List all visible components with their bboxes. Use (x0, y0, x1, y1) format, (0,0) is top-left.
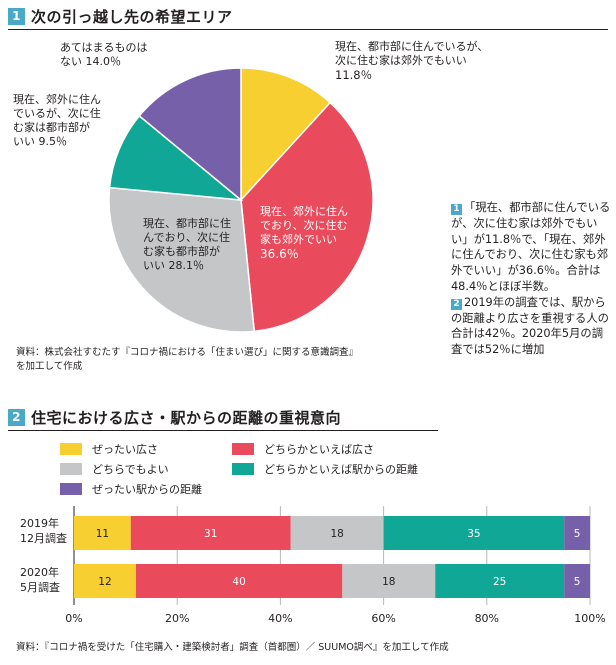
pie-label-line: でおり、次に住む (260, 219, 348, 232)
section1-rule (8, 29, 608, 30)
pie-label-line: 現在、都市部に住 (143, 217, 231, 230)
pie-label-urban-to-suburb: 現在、都市部に住んでいるが、 次に住む家は郊外でもいい 11.8％ (335, 40, 488, 82)
bar-segment (290, 516, 384, 550)
section2-title: 2 住宅における広さ・駅からの距離の重視意向 (8, 407, 341, 428)
bar-value-label: 31 (204, 528, 217, 540)
x-tick-label: 20% (165, 612, 189, 625)
pie-value: 28.1％ (168, 259, 205, 272)
x-tick-label: 60% (371, 612, 395, 625)
section1-title: 1 次の引っ越し先の希望エリア (8, 6, 233, 27)
pie-slice (240, 101, 374, 333)
section2-rule (8, 430, 438, 431)
pie-value-line: いい 28.1％ (143, 259, 231, 273)
bar-value-label: 25 (493, 576, 506, 588)
bar-category-2020: 2020年 5月調査 (20, 565, 60, 595)
legend-label: ぜったい駅からの距離 (92, 483, 202, 496)
category-label-line: 2019年 (20, 517, 59, 530)
legend-swatch (60, 463, 82, 475)
bar-value-label: 40 (232, 576, 245, 588)
bar-segment (383, 516, 565, 550)
pie-label-line: 現在、郊外に住ん (13, 93, 101, 106)
bar-value-label: 5 (574, 576, 581, 588)
legend-label: どちらかといえば広さ (264, 443, 374, 456)
pie-label-line: む家は都市部が (13, 121, 90, 134)
category-label-line: 12月調査 (20, 532, 67, 545)
side-note: 1 「現在、都市部に住んでいるが、次に住む家は郊外でもいい」が11.8％で、「現在… (451, 200, 611, 358)
pie-slice (108, 186, 256, 333)
legend-swatch (232, 443, 254, 455)
pie-label-line: 次に住む家は郊外でもいい (335, 54, 467, 67)
pie-value: 11.8％ (335, 68, 373, 82)
bar-segment (135, 564, 343, 598)
note-badge-2: 2 (451, 298, 462, 310)
pie-label-prefix: ない (60, 55, 82, 68)
source-line: を加工して作成 (16, 361, 83, 372)
bar-segment (564, 516, 590, 550)
legend-swatch (60, 483, 82, 495)
legend-swatch (232, 463, 254, 475)
bar-segment (74, 516, 131, 550)
source-line: 資料：株式会社すむたす『コロナ禍における「住まい選び」に関する意識調査』 (16, 347, 359, 358)
legend-label: どちらかといえば駅からの距離 (264, 463, 418, 476)
bar-category-2019: 2019年 12月調査 (20, 516, 67, 546)
bar-value-label: 18 (382, 576, 395, 588)
pie-label-none: あてはまるものは ない 14.0％ (60, 41, 148, 69)
pie-label-prefix: いい (143, 259, 165, 272)
bar-value-label: 12 (98, 576, 111, 588)
bar-segment (435, 564, 565, 598)
pie-label-line: 現在、都市部に住んでいるが、 (335, 40, 489, 53)
section1-title-text: 次の引っ越し先の希望エリア (31, 8, 233, 26)
pie-slice (108, 114, 244, 201)
note-badge-1: 1 (451, 204, 462, 215)
pie-label-line: 家も郊外でいい (260, 233, 337, 246)
note-paragraph-2: 2019年の調査では、駅からの距離より広さを重視する人の合計は42％。2020年… (451, 295, 609, 357)
legend-label: ぜったい広さ (92, 443, 158, 456)
pie-label-suburb-to-urban: 現在、郊外に住ん でいるが、次に住 む家は都市部が いい 9.5％ (13, 93, 101, 149)
legend-item: どちらかといえば駅からの距離 (232, 461, 418, 477)
section2-source: 資料：『コロナ禍を受けた「住宅購入・建築検討者」調査（首都圏）／ SUUMO調べ… (16, 642, 449, 653)
pie-value-line: ない 14.0％ (60, 55, 148, 69)
pie-label-line: あてはまるものは (60, 41, 148, 54)
bar-value-label: 11 (96, 528, 109, 540)
legend-label: どちらでもよい (92, 463, 169, 476)
pie-value: 14.0％ (85, 55, 122, 68)
bar-value-label: 35 (467, 528, 480, 540)
pie-label-urban-to-urban: 現在、都市部に住 んでおり、次に住 む家も都市部が いい 28.1％ (143, 217, 231, 273)
section2-title-text: 住宅における広さ・駅からの距離の重視意向 (31, 409, 342, 427)
pie-label-line: んでおり、次に住 (143, 231, 231, 244)
bar-segment (74, 564, 136, 598)
section2-number-badge: 2 (8, 409, 25, 426)
legend-item: ぜったい駅からの距離 (60, 481, 202, 497)
pie-value: 9.5％ (38, 135, 68, 148)
legend-item: どちらでもよい (60, 461, 169, 477)
pie-label-suburb-to-suburb: 現在、郊外に住ん でおり、次に住む 家も郊外でいい 36.6％ (260, 205, 348, 261)
x-tick-label: 0% (65, 612, 82, 625)
pie-label-line: でいるが、次に住 (13, 107, 101, 120)
pie-value: 36.6％ (260, 247, 299, 261)
x-tick-label: 80% (475, 612, 499, 625)
bar-segment (564, 564, 590, 598)
category-label-line: 2020年 (20, 566, 59, 579)
bar-value-label: 18 (330, 528, 343, 540)
pie-slice (138, 67, 242, 202)
section1-source: 資料：株式会社すむたす『コロナ禍における「住まい選び」に関する意識調査』 を加工… (16, 346, 358, 374)
pie-value-line: いい 9.5％ (13, 135, 101, 149)
legend-item: ぜったい広さ (60, 441, 158, 457)
bar-segment (130, 516, 291, 550)
x-tick-label: 40% (268, 612, 292, 625)
pie-label-line: 現在、郊外に住ん (260, 205, 348, 218)
pie-label-prefix: いい (13, 135, 35, 148)
note-paragraph-1: 「現在、都市部に住んでいるが、次に住む家は郊外でもいい」が11.8％で、「現在、… (451, 201, 611, 293)
bar-value-label: 5 (574, 528, 581, 540)
category-label-line: 5月調査 (20, 581, 60, 594)
pie-label-line: む家も都市部が (143, 245, 220, 258)
legend-item: どちらかといえば広さ (232, 441, 374, 457)
legend-swatch (60, 443, 82, 455)
pie-chart (108, 67, 374, 333)
bar-segment (342, 564, 436, 598)
pie-slice (240, 67, 332, 202)
section1-number-badge: 1 (8, 8, 25, 25)
x-tick-label: 100% (574, 612, 605, 625)
